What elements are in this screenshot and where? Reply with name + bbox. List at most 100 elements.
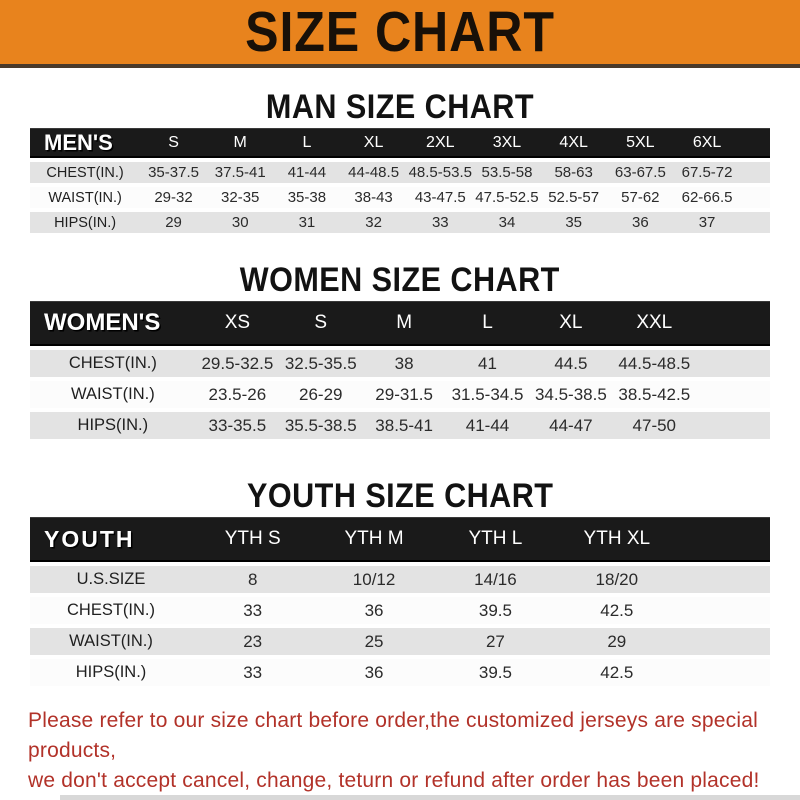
table-header-row: YOUTH YTH S YTH M YTH L YTH XL: [30, 517, 770, 562]
size-value-cell: 44.5-48.5: [612, 350, 696, 377]
size-value-cell: 41-44: [273, 162, 341, 183]
row-spacer-cell: [696, 381, 770, 408]
measurement-row: CHEST(IN.) 35-37.5 37.5-41 41-44 44-48.5 48.5…: [30, 162, 770, 183]
header-spacer-cell: [677, 517, 770, 562]
size-value-cell: 14/16: [434, 566, 557, 593]
size-column-header: YTH L: [434, 517, 557, 562]
notice-line-2: we don't accept cancel, change, teturn o…: [28, 769, 760, 792]
size-value-cell: 44-47: [529, 412, 613, 439]
size-value-cell: 36: [313, 597, 435, 624]
size-value-cell: 44.5: [529, 350, 613, 377]
size-value-cell: 58-63: [540, 162, 607, 183]
size-value-cell: 30: [206, 212, 274, 233]
size-value-cell: 63-67.5: [607, 162, 674, 183]
size-value-cell: 37: [673, 212, 741, 233]
size-column-header: M: [362, 301, 446, 346]
women-section-heading-text: WOMEN SIZE CHART: [239, 261, 560, 299]
row-label: WAIST(IN.): [30, 381, 196, 408]
row-spacer-cell: [740, 187, 770, 208]
table-title: YOUTH: [30, 517, 192, 562]
row-spacer-cell: [677, 597, 770, 624]
measurement-row: HIPS(IN.) 33-35.5 35.5-38.5 38.5-41 41-44 44-…: [30, 412, 770, 439]
row-label: U.S.SIZE: [30, 566, 192, 593]
row-label: HIPS(IN.): [30, 659, 192, 686]
table-title: WOMEN'S: [30, 301, 196, 346]
header-spacer-cell: [740, 128, 770, 158]
mens-size-table: MEN'S S M L XL 2XL 3XL 4XL 5XL 6XL CHEST(IN.) 35-37…: [30, 124, 770, 237]
size-column-header: XXL: [612, 301, 696, 346]
size-value-cell: 33: [192, 597, 314, 624]
size-value-cell: 26-29: [279, 381, 363, 408]
size-column-header: 4XL: [540, 128, 607, 158]
women-section-heading: WOMEN SIZE CHART: [0, 237, 800, 297]
man-section-heading: MAN SIZE CHART: [0, 68, 800, 124]
size-column-header: YTH XL: [556, 517, 678, 562]
measurement-row: HIPS(IN.) 29 30 31 32 33 34 35 36 37: [30, 212, 770, 233]
measurement-row: WAIST(IN.) 23.5-26 26-29 29-31.5 31.5-34.5 34…: [30, 381, 770, 408]
measurement-row: HIPS(IN.) 33 36 39.5 42.5: [30, 659, 770, 686]
size-value-cell: 27: [434, 628, 557, 655]
size-column-header: M: [206, 128, 274, 158]
size-value-cell: 35: [540, 212, 607, 233]
women-size-section: WOMEN SIZE CHART WOMEN'S XS S M L XL XXL CHEST(…: [0, 237, 800, 443]
banner: SIZE CHART: [0, 0, 800, 68]
size-value-cell: 29-32: [140, 187, 207, 208]
measurement-row: WAIST(IN.) 23 25 27 29: [30, 628, 770, 655]
size-value-cell: 39.5: [434, 659, 557, 686]
size-value-cell: 57-62: [607, 187, 674, 208]
row-spacer-cell: [696, 350, 770, 377]
size-value-cell: 10/12: [313, 566, 435, 593]
size-value-cell: 53.5-58: [473, 162, 541, 183]
row-spacer-cell: [740, 212, 770, 233]
size-value-cell: 52.5-57: [540, 187, 607, 208]
footer-notice: Please refer to our size chart before or…: [28, 706, 790, 796]
table-title: MEN'S: [30, 128, 141, 158]
size-value-cell: 29: [556, 628, 678, 655]
size-value-cell: 34.5-38.5: [529, 381, 613, 408]
row-label: HIPS(IN.): [30, 412, 196, 439]
size-value-cell: 48.5-53.5: [406, 162, 474, 183]
size-value-cell: 38: [362, 350, 446, 377]
size-value-cell: 39.5: [434, 597, 557, 624]
man-section-heading-text: MAN SIZE CHART: [265, 88, 535, 126]
row-spacer-cell: [696, 412, 770, 439]
youth-size-table: YOUTH YTH S YTH M YTH L YTH XL U.S.SIZE 8 10/12…: [30, 513, 770, 690]
size-value-cell: 41-44: [445, 412, 530, 439]
size-value-cell: 44-48.5: [340, 162, 407, 183]
row-spacer-cell: [677, 628, 770, 655]
measurement-row: CHEST(IN.) 29.5-32.5 32.5-35.5 38 41 44.5 44.5…: [30, 350, 770, 377]
notice-line-1: Please refer to our size chart before or…: [28, 709, 758, 762]
row-label: CHEST(IN.): [30, 350, 196, 377]
bottom-divider: [60, 795, 800, 800]
size-value-cell: 29.5-32.5: [195, 350, 280, 377]
size-column-header: XL: [529, 301, 613, 346]
youth-size-section: YOUTH SIZE CHART YOUTH YTH S YTH M YTH L YTH…: [0, 443, 800, 690]
size-column-header: 6XL: [673, 128, 741, 158]
size-column-header: S: [279, 301, 363, 346]
header-spacer-cell: [696, 301, 770, 346]
size-value-cell: 34: [473, 212, 541, 233]
size-value-cell: 47.5-52.5: [473, 187, 541, 208]
size-value-cell: 43-47.5: [406, 187, 474, 208]
row-label: CHEST(IN.): [30, 162, 141, 183]
size-value-cell: 33: [192, 659, 314, 686]
size-value-cell: 62-66.5: [673, 187, 741, 208]
youth-section-heading-text: YOUTH SIZE CHART: [246, 477, 554, 515]
row-spacer-cell: [740, 162, 770, 183]
page-title: SIZE CHART: [245, 0, 555, 64]
size-column-header: 2XL: [406, 128, 474, 158]
size-value-cell: 42.5: [556, 597, 678, 624]
size-value-cell: 37.5-41: [206, 162, 274, 183]
size-value-cell: 29: [140, 212, 207, 233]
size-value-cell: 38-43: [340, 187, 407, 208]
size-value-cell: 18/20: [556, 566, 678, 593]
size-column-header: 5XL: [607, 128, 674, 158]
size-value-cell: 33-35.5: [195, 412, 280, 439]
size-value-cell: 38.5-42.5: [612, 381, 696, 408]
size-value-cell: 23: [192, 628, 314, 655]
size-column-header: L: [273, 128, 341, 158]
size-value-cell: 36: [313, 659, 435, 686]
size-value-cell: 42.5: [556, 659, 678, 686]
size-value-cell: 36: [607, 212, 674, 233]
